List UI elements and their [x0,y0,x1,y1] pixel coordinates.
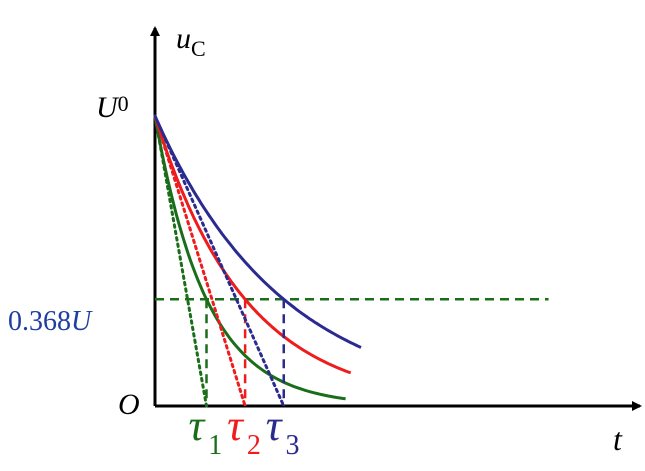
tangent-line-tau3 [153,114,286,408]
decay-curve-tau3 [153,115,362,349]
x-axis-label: t [613,421,623,457]
threshold-label: 0.368U [8,306,93,337]
y-axis-label: uC [176,22,206,61]
tau-label-3-main: τ [266,401,284,450]
tau-label-2-main: τ [227,401,245,450]
decay-curve-tau1 [153,115,346,401]
threshold-label-var: U [71,306,93,337]
u0-label: U0 [96,91,129,124]
tau-label-1-main: τ [189,401,207,450]
decay-curve-tau2 [153,115,352,375]
tau-label-2-sub: 2 [247,430,261,461]
u0-label-main: U [96,91,120,124]
y-axis-label-main: u [176,22,191,55]
origin-label: O [118,388,140,421]
threshold-label-number: 0.368 [8,306,71,337]
tau-label-1-sub: 1 [208,430,222,461]
tau-label-3-sub: 3 [286,430,300,461]
y-axis-label-sub: C [191,36,206,61]
u0-label-sub: 0 [118,91,129,116]
